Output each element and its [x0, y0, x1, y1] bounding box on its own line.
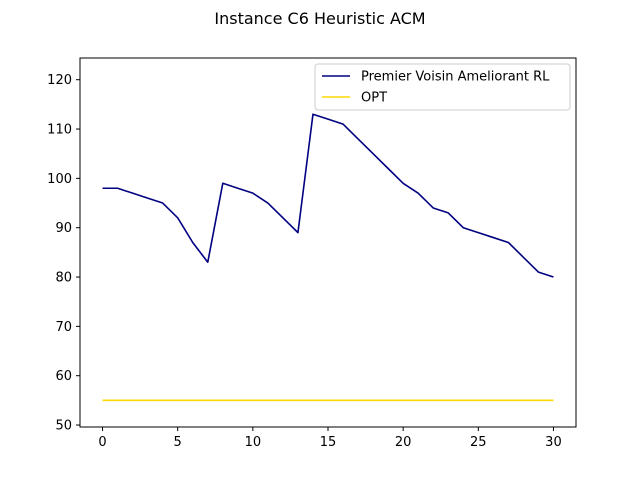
legend-label-1: OPT [361, 91, 387, 106]
x-tick-label: 5 [174, 435, 182, 450]
y-tick-label: 70 [55, 320, 72, 335]
x-tick-label: 30 [545, 435, 562, 450]
legend: Premier Voisin Ameliorant RL OPT [314, 63, 571, 111]
y-tick-label: 50 [55, 419, 72, 434]
x-tick-label: 25 [470, 435, 487, 450]
legend-box [314, 63, 571, 111]
y-tick-label: 60 [55, 369, 72, 384]
legend-label-0: Premier Voisin Ameliorant RL [361, 70, 550, 85]
y-tick-label: 90 [55, 221, 72, 236]
y-tick-label: 110 [47, 123, 72, 138]
x-tick-label: 10 [245, 435, 262, 450]
chart-title: Instance C6 Heuristic ACM [214, 9, 425, 28]
y-tick-label: 120 [47, 73, 72, 88]
y-tick-label: 100 [47, 172, 72, 187]
y-tick-label: 80 [55, 271, 72, 286]
series-line-0 [102, 113, 554, 278]
x-tick-label: 20 [395, 435, 412, 450]
x-tick-label: 15 [320, 435, 337, 450]
axes-frame [79, 57, 577, 428]
axes: 0 5 10 15 20 25 30 50 60 70 80 90 100 110 120 [47, 57, 577, 450]
plot-area [102, 113, 554, 402]
x-tick-label: 0 [98, 435, 106, 450]
